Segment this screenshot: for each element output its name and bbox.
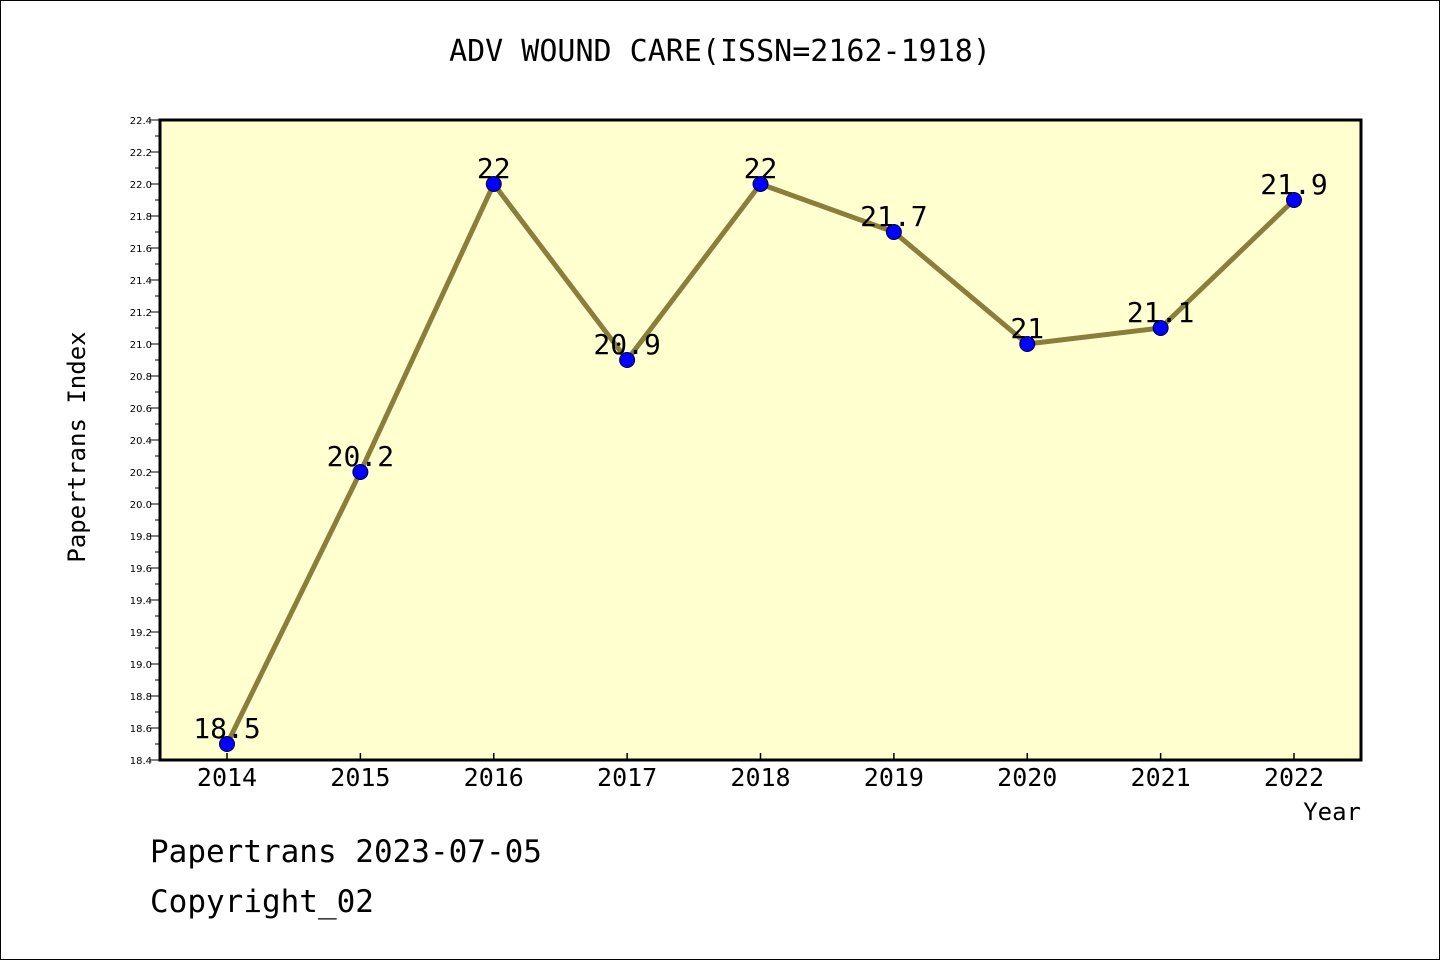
data-point [219,736,235,752]
data-label: 22 [744,152,778,185]
y-tick-label: 21.6 [130,244,152,255]
x-tick-label: 2016 [464,763,524,792]
y-tick-label: 18.6 [130,724,152,735]
y-tick-label: 20.8 [130,372,152,383]
y-tick-label: 21.8 [130,212,152,223]
y-tick-label: 22.0 [130,180,152,191]
y-tick-label: 19.6 [130,564,152,575]
y-tick-label: 20.0 [130,500,152,511]
data-label: 18.5 [193,712,260,745]
data-labels: 18.5 20.2 22 20.9 22 21.7 21 21.1 21.9 [193,152,1327,745]
y-tick-label: 18.8 [130,692,152,703]
data-point [1286,192,1302,208]
data-points [219,176,1302,752]
data-point [1152,320,1169,336]
footer-date: Papertrans 2023-07-05 [150,834,542,870]
y-tick-label: 19.8 [130,532,152,543]
data-point [352,464,369,480]
x-tick-label: 2015 [330,763,390,792]
y-tick-label: 21.4 [130,276,152,287]
plot-border [158,118,1363,762]
data-label: 21.1 [1127,296,1194,329]
data-point [619,352,636,368]
x-tick-label: 2020 [997,763,1057,792]
y-tick-label: 20.4 [130,436,152,447]
y-tick-label: 19.4 [130,596,152,607]
data-point [1019,336,1036,352]
plot-area [160,120,1361,760]
x-tick-label: 2014 [197,763,257,792]
y-tick-label: 18.4 [130,756,152,767]
y-axis: 18.4 18.6 18.8 19.0 19.2 19.4 19.6 19.8 20.0 20.2… [130,116,160,767]
data-label: 21.9 [1260,168,1327,201]
y-tick-label: 22.2 [130,148,152,159]
y-axis-label: Papertrans Index [63,331,91,562]
y-tick-label: 20.6 [130,404,152,415]
y-tick-label: 19.0 [130,660,152,671]
x-tick-label: 2022 [1264,763,1324,792]
x-tick-label: 2019 [864,763,924,792]
y-tick-label: 21.2 [130,308,152,319]
data-label: 21.7 [860,200,927,233]
y-tick-label: 22.4 [130,116,152,127]
footer-copyright: Copyright_02 [150,884,374,920]
x-axis-label: Year [1303,798,1361,826]
data-label: 22 [477,152,511,185]
data-point [485,176,502,192]
data-point [752,176,769,192]
y-tick-label: 19.2 [130,628,152,639]
chart-title: ADV WOUND CARE(ISSN=2162-1918) [449,34,991,69]
y-tick-label: 20.2 [130,468,152,479]
data-label: 20.2 [327,440,394,473]
x-tick-label: 2018 [730,763,790,792]
data-label: 21 [1010,312,1044,345]
x-axis: 2014 2015 2016 2017 2018 2019 2020 2021 2022 [197,753,1324,792]
data-label: 20.9 [593,328,660,361]
y-tick-label: 21.0 [130,340,152,351]
x-tick-label: 2017 [597,763,657,792]
x-tick-label: 2021 [1131,763,1191,792]
data-point [885,224,902,240]
